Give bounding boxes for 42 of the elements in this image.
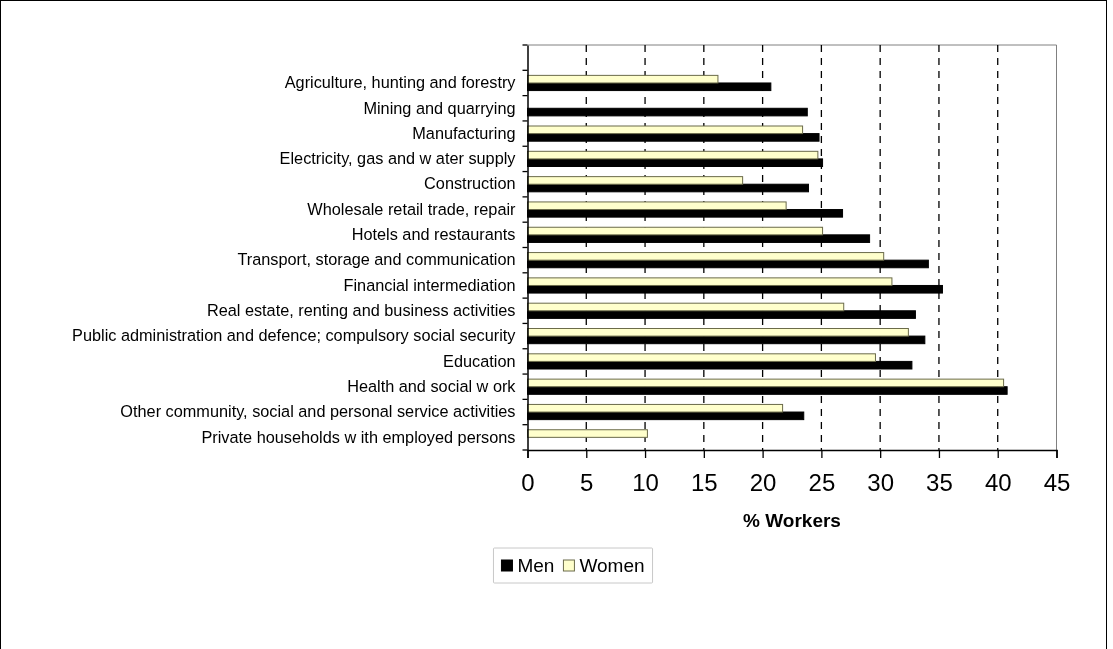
y-tick-label: Health and social w ork bbox=[347, 376, 517, 395]
x-tick-label: 20 bbox=[749, 469, 777, 497]
x-tick-label: 10 bbox=[632, 469, 659, 497]
bar bbox=[527, 74, 719, 84]
y-tick-label: Manufacturing bbox=[412, 123, 516, 142]
bar bbox=[527, 378, 1005, 388]
bar bbox=[527, 302, 845, 312]
bar bbox=[527, 201, 787, 211]
y-tick-label: Construction bbox=[424, 174, 516, 193]
x-tick-label: 5 bbox=[580, 469, 594, 497]
bar bbox=[527, 277, 893, 286]
bar bbox=[527, 252, 885, 261]
bar bbox=[527, 403, 784, 413]
x-tick-label: 25 bbox=[808, 469, 836, 497]
bar bbox=[527, 226, 824, 236]
y-tick-label: Public administration and defence; compulsory social security bbox=[72, 326, 517, 345]
y-tick-label: Private households w ith employed persons bbox=[201, 427, 516, 446]
x-tick-label: 0 bbox=[521, 469, 535, 497]
y-tick-label: Wholesale retail trade, repair bbox=[307, 199, 517, 218]
y-tick-label: Hotels and restaurants bbox=[351, 225, 516, 244]
y-tick-label: Transport, storage and communication bbox=[237, 250, 516, 269]
bar bbox=[527, 150, 819, 160]
legend-label: Men bbox=[517, 555, 555, 576]
x-tick-label: 15 bbox=[690, 469, 718, 497]
x-tick-label: 30 bbox=[867, 469, 895, 497]
x-axis-title: % Workers bbox=[743, 510, 841, 531]
y-tick-label: Real estate, renting and business activities bbox=[206, 301, 516, 319]
y-tick-label: Financial intermediation bbox=[343, 275, 516, 294]
bar bbox=[527, 328, 909, 337]
x-tick-label: 40 bbox=[984, 469, 1012, 497]
y-tick-label: Education bbox=[443, 351, 516, 370]
legend-label: Women bbox=[579, 555, 645, 576]
x-tick-label: 35 bbox=[926, 469, 953, 497]
y-tick-label: Electricity, gas and w ater supply bbox=[279, 149, 517, 168]
bar bbox=[527, 176, 744, 185]
bar bbox=[527, 429, 648, 438]
y-tick-label: Agriculture, hunting and forestry bbox=[284, 73, 517, 92]
x-tick-label: 45 bbox=[1043, 469, 1071, 497]
bar bbox=[527, 125, 804, 135]
bar bbox=[527, 353, 876, 362]
y-tick-label: Mining and quarrying bbox=[363, 98, 516, 117]
y-tick-label: Other community, social and personal service activities bbox=[120, 402, 516, 421]
